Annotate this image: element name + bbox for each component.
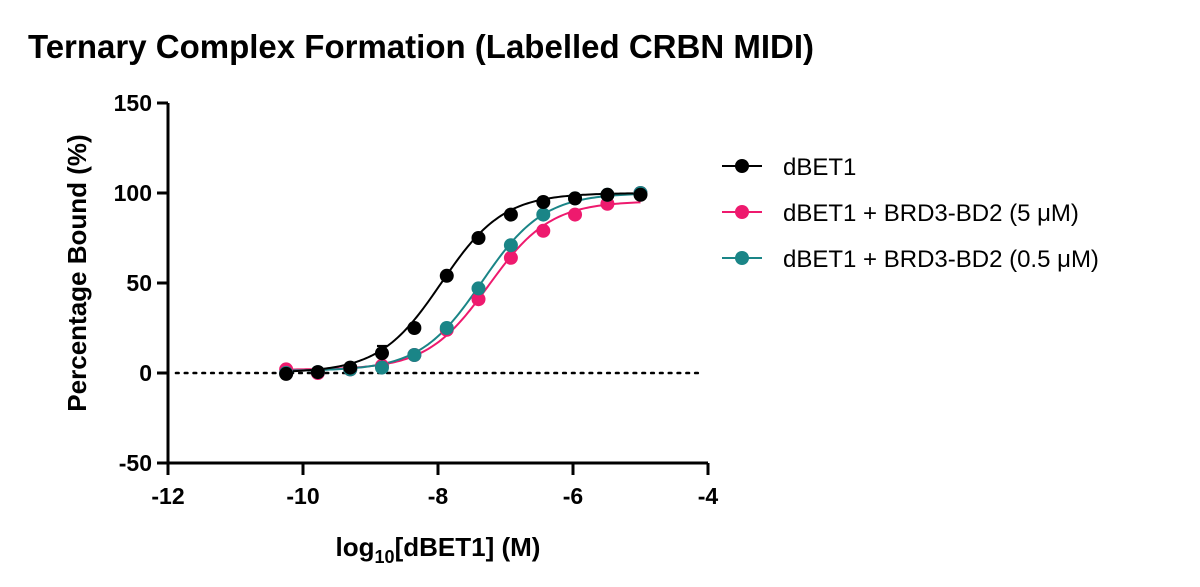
x-tick-label: -6 bbox=[563, 483, 583, 509]
x-tick-label: -12 bbox=[151, 483, 184, 509]
data-point-series-0 bbox=[536, 195, 551, 209]
x-axis-label-suffix: [dBET1] (M) bbox=[395, 532, 541, 562]
legend-marker bbox=[735, 159, 749, 173]
legend-item-2: dBET1 + BRD3-BD2 (0.5 μM) bbox=[722, 246, 1099, 273]
legend-marker bbox=[735, 251, 749, 265]
data-point-series-0 bbox=[503, 207, 518, 222]
fit-curve-series-2 bbox=[286, 193, 641, 372]
legend: dBET1 dBET1 + BRD3-BD2 (5 μM) dBET1 + BRD3… bbox=[722, 154, 1099, 273]
data-point-series-1 bbox=[568, 207, 583, 222]
data-point-series-2 bbox=[471, 281, 486, 296]
y-tick-label: 150 bbox=[114, 90, 152, 116]
x-tick-label: -4 bbox=[698, 483, 719, 509]
legend-label: dBET1 + BRD3-BD2 (5 μM) bbox=[783, 200, 1079, 227]
x-tick-label: -8 bbox=[428, 483, 449, 509]
y-axis-label: Percentage Bound (%) bbox=[62, 134, 92, 411]
x-axis-label-subscript: 10 bbox=[375, 547, 395, 567]
y-tick-label: 100 bbox=[114, 180, 152, 206]
data-point-series-0 bbox=[568, 191, 583, 206]
data-point-series-2 bbox=[503, 238, 518, 253]
fit-curves-layer bbox=[286, 192, 641, 373]
y-tick-label: -50 bbox=[119, 450, 152, 476]
x-axis-label-prefix: log bbox=[336, 532, 375, 562]
fit-curve-series-1 bbox=[286, 201, 641, 371]
plot-area: -50 0 50 100 150 -12 -10 -8 -6 -4 bbox=[114, 90, 719, 509]
data-point-series-0 bbox=[374, 346, 389, 361]
data-point-series-1 bbox=[471, 292, 486, 307]
data-point-series-2 bbox=[536, 207, 551, 222]
x-tick-label: -10 bbox=[286, 483, 319, 509]
legend-item-0: dBET1 bbox=[722, 154, 856, 181]
data-point-series-0 bbox=[439, 268, 454, 283]
legend-label: dBET1 bbox=[783, 154, 856, 181]
data-point-series-0 bbox=[600, 187, 615, 202]
data-point-series-0 bbox=[310, 365, 325, 380]
data-point-series-2 bbox=[439, 321, 454, 335]
data-point-series-0 bbox=[343, 360, 358, 375]
chart-title: Ternary Complex Formation (Labelled CRBN… bbox=[28, 28, 814, 65]
data-point-series-1 bbox=[536, 223, 551, 238]
data-point-series-2 bbox=[407, 348, 422, 362]
data-point-series-0 bbox=[633, 187, 648, 202]
data-points-layer bbox=[279, 186, 648, 381]
data-point-series-0 bbox=[279, 366, 294, 381]
x-axis-label: log10[dBET1] (M) bbox=[336, 532, 541, 567]
data-point-series-0 bbox=[407, 321, 422, 335]
data-point-series-0 bbox=[471, 231, 486, 245]
axes-layer: -50 0 50 100 150 -12 -10 -8 -6 -4 bbox=[114, 90, 719, 509]
fit-curve-series-0 bbox=[286, 192, 641, 373]
y-tick-label: 0 bbox=[139, 360, 152, 386]
data-point-series-1 bbox=[503, 250, 518, 265]
data-point-series-2 bbox=[374, 360, 389, 375]
legend-label: dBET1 + BRD3-BD2 (0.5 μM) bbox=[783, 246, 1099, 273]
legend-marker bbox=[735, 205, 749, 219]
legend-item-1: dBET1 + BRD3-BD2 (5 μM) bbox=[722, 200, 1079, 227]
y-tick-label: 50 bbox=[126, 270, 152, 296]
